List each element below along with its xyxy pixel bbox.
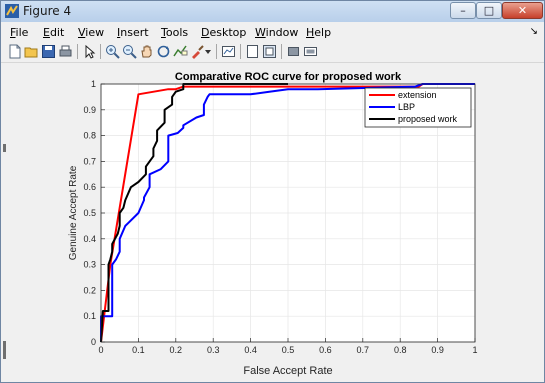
- data-cursor-icon[interactable]: [173, 44, 188, 59]
- figure-canvas: 0 0.1 0.2 0.3 0.4 0.5 0.6 0.7 0.8 0.9 1 0 0.1 0.2 0.3 0…: [7, 63, 538, 379]
- x-tick-label: 0.6: [319, 345, 332, 355]
- link-plot-icon[interactable]: [221, 44, 236, 59]
- close-button[interactable]: ✕: [502, 2, 543, 19]
- toolbar-separator: [216, 44, 217, 59]
- menu-file[interactable]: File: [10, 26, 29, 39]
- toolbar-separator: [100, 44, 101, 59]
- brush-dropdown-icon[interactable]: [204, 44, 212, 59]
- x-tick-label: 0.4: [244, 345, 257, 355]
- series-line-proposed-work: [100, 83, 288, 343]
- y-tick-label: 0.8: [83, 131, 96, 141]
- axis-ticks: 0 0.1 0.2 0.3 0.4 0.5 0.6 0.7 0.8 0.9 1 0 0.1 0.2 0.3 0…: [83, 79, 477, 355]
- chart-title: Comparative ROC curve for proposed work: [175, 71, 402, 83]
- legend-label-proposed-work: proposed work: [398, 114, 458, 124]
- save-icon[interactable]: [41, 44, 56, 59]
- x-tick-label: 0.1: [132, 345, 145, 355]
- hide-plot-tools-icon[interactable]: [286, 44, 301, 59]
- menu-bar: File Edit View Insert Tools Desktop Wind…: [1, 23, 544, 42]
- x-tick-label: 0.3: [207, 345, 220, 355]
- select-pointer-icon[interactable]: [82, 44, 97, 59]
- pan-hand-icon[interactable]: [139, 44, 154, 59]
- open-file-icon[interactable]: [24, 44, 39, 59]
- rotate-3d-icon[interactable]: [156, 44, 171, 59]
- menu-help[interactable]: Help: [306, 26, 332, 39]
- x-tick-label: 0.5: [282, 345, 295, 355]
- minimize-button[interactable]: –: [450, 2, 476, 19]
- x-tick-label: 0: [98, 345, 103, 355]
- menu-insert[interactable]: Insert: [117, 26, 149, 39]
- insert-legend-icon[interactable]: [262, 44, 277, 59]
- print-icon[interactable]: [58, 44, 73, 59]
- menu-window[interactable]: Window: [255, 26, 299, 39]
- series-line-lbp: [100, 83, 475, 342]
- x-tick-label: 1: [472, 345, 477, 355]
- legend-label-lbp: LBP: [398, 102, 415, 112]
- x-tick-label: 0.2: [170, 345, 183, 355]
- y-tick-label: 0.9: [83, 105, 96, 115]
- zoom-in-icon[interactable]: [105, 44, 120, 59]
- x-tick-label: 0.7: [357, 345, 370, 355]
- menu-view[interactable]: View: [78, 26, 105, 39]
- insert-colorbar-icon[interactable]: [245, 44, 260, 59]
- toolbar-separator: [240, 44, 241, 59]
- x-tick-label: 0.8: [394, 345, 407, 355]
- maximize-button[interactable]: □: [476, 2, 502, 19]
- toolbar-separator: [77, 44, 78, 59]
- plot-frame: [100, 83, 476, 343]
- x-tick-label: 0.9: [431, 345, 444, 355]
- left-edge-grip: [3, 341, 6, 359]
- show-plot-tools-icon[interactable]: [303, 44, 318, 59]
- y-tick-label: 0.5: [83, 208, 96, 218]
- zoom-out-icon[interactable]: [122, 44, 137, 59]
- roc-chart: 0 0.1 0.2 0.3 0.4 0.5 0.6 0.7 0.8 0.9 1 0 0.1 0.2 0.3 0…: [68, 71, 478, 377]
- y-tick-label: 0.3: [83, 260, 96, 270]
- figure-toolbar: [1, 42, 544, 63]
- y-tick-label: 0.4: [83, 234, 96, 244]
- toolbar-separator: [281, 44, 282, 59]
- matlab-figure-icon: [5, 4, 19, 18]
- left-edge-grip: [3, 144, 6, 152]
- series-group: [100, 83, 475, 343]
- y-tick-label: 0.7: [83, 156, 96, 166]
- y-tick-label: 0.6: [83, 182, 96, 192]
- y-axis-label: Genuine Accept Rate: [68, 165, 79, 260]
- menu-tools[interactable]: Tools: [161, 26, 189, 39]
- y-tick-label: 0.1: [83, 311, 96, 321]
- y-tick-label: 0.2: [83, 285, 96, 295]
- dock-figure-icon[interactable]: ↘: [529, 26, 538, 37]
- legend-label-extension: extension: [398, 90, 437, 100]
- menu-desktop[interactable]: Desktop: [201, 26, 247, 39]
- window-title: Figure 4: [23, 4, 72, 18]
- title-bar[interactable]: Figure 4 – □ ✕: [1, 1, 544, 22]
- legend[interactable]: extension LBP proposed work: [364, 87, 472, 128]
- new-figure-icon[interactable]: [7, 44, 22, 59]
- brush-icon[interactable]: [190, 44, 205, 59]
- y-tick-label: 1: [91, 79, 96, 89]
- x-axis-label: False Accept Rate: [243, 365, 332, 377]
- y-tick-label: 0: [91, 337, 96, 347]
- menu-edit[interactable]: Edit: [43, 26, 65, 39]
